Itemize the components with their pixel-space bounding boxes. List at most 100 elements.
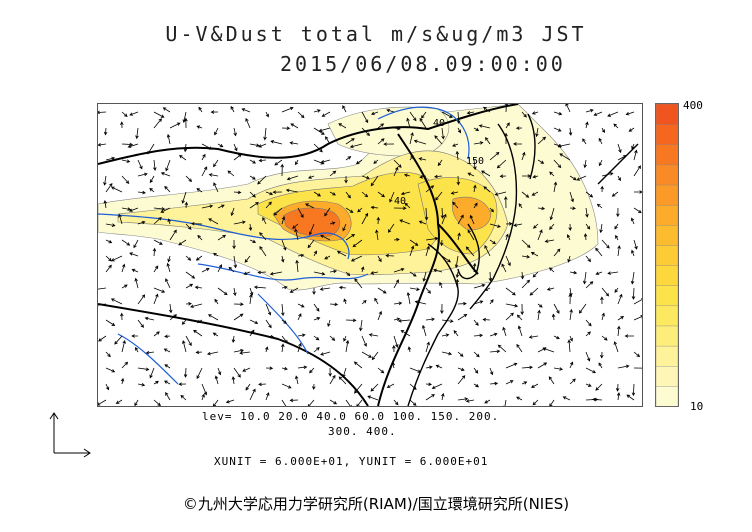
wind-arrow <box>248 223 253 232</box>
wind-arrow <box>598 362 603 369</box>
wind-arrow <box>185 335 192 347</box>
wind-arrow <box>280 255 285 263</box>
wind-arrow <box>329 399 338 405</box>
wind-arrow <box>473 283 486 289</box>
wind-arrow <box>542 347 555 353</box>
wind-arrow <box>385 253 395 258</box>
wind-arrow <box>281 319 287 324</box>
wind-arrow <box>164 185 171 193</box>
wind-arrow <box>265 334 275 339</box>
wind-arrow <box>513 223 523 227</box>
wind-arrow <box>160 172 171 177</box>
wind-arrow <box>258 158 267 163</box>
wind-arrow <box>212 332 219 337</box>
wind-arrow <box>505 312 514 321</box>
wind-arrow <box>180 394 187 401</box>
wind-arrow <box>473 367 479 374</box>
wind-arrow <box>441 333 450 337</box>
wind-arrow <box>521 239 531 249</box>
wind-arrow <box>469 214 475 225</box>
wind-arrow <box>297 207 304 218</box>
wind-arrow <box>496 159 507 169</box>
wind-arrow <box>245 383 251 391</box>
colorbar-segment <box>656 305 678 327</box>
wind-arrow <box>537 136 547 145</box>
wind-arrow <box>153 380 159 385</box>
wind-arrow <box>473 300 484 305</box>
wind-arrow <box>98 399 107 406</box>
wind-arrow <box>228 266 235 273</box>
wind-arrow <box>361 299 367 305</box>
wind-arrow <box>616 207 620 218</box>
wind-arrow <box>313 191 322 197</box>
wind-arrow <box>505 362 518 369</box>
wind-arrow <box>456 175 461 186</box>
wind-arrow <box>617 175 621 182</box>
wind-arrow <box>457 314 468 321</box>
wind-arrow <box>217 204 225 209</box>
wind-arrow <box>120 121 124 129</box>
wind-arrow <box>137 319 144 328</box>
wind-arrow <box>515 126 523 130</box>
wind-arrow <box>553 127 562 132</box>
wind-arrow <box>377 310 383 321</box>
wind-arrow <box>217 264 223 273</box>
wind-arrow <box>611 191 619 197</box>
wind-arrow <box>264 346 269 353</box>
wind-arrow <box>454 255 459 269</box>
wind-arrow <box>98 335 107 342</box>
wind-arrow <box>361 212 369 225</box>
wind-arrow <box>532 271 539 278</box>
wind-arrow <box>505 222 513 226</box>
wind-arrow <box>345 207 354 213</box>
wind-arrow <box>183 367 188 378</box>
dust-field <box>98 104 599 291</box>
wind-arrow <box>440 303 444 314</box>
wind-arrow <box>169 229 177 241</box>
wind-arrow <box>531 111 539 115</box>
wind-arrow <box>409 111 417 122</box>
dust-region-low-north <box>327 106 450 157</box>
wind-arrow <box>409 245 415 257</box>
wind-arrow <box>425 245 430 257</box>
wind-arrow <box>307 239 315 249</box>
wind-arrow <box>457 351 464 357</box>
wind-arrow <box>544 239 555 243</box>
wind-arrow <box>233 127 237 137</box>
wind-arrow <box>421 111 427 119</box>
wind-arrow <box>615 234 619 241</box>
wind-arrow <box>121 361 129 369</box>
colorbar-segment <box>656 224 678 246</box>
wind-arrow <box>217 143 224 148</box>
wind-arrow <box>409 399 417 406</box>
wind-arrow <box>313 317 321 321</box>
wind-arrow <box>249 293 253 305</box>
wind-arrow <box>457 127 461 134</box>
wind-arrow <box>601 239 610 249</box>
wind-arrow <box>297 342 302 353</box>
wind-arrow <box>569 361 574 369</box>
wind-arrow <box>338 376 347 385</box>
wind-arrow <box>393 206 407 211</box>
wind-arrow <box>153 265 159 273</box>
wind-arrow <box>265 201 272 209</box>
wind-arrow <box>201 383 208 396</box>
wind-arrow <box>549 399 555 406</box>
wind-arrow <box>160 207 171 213</box>
wind-arrow <box>131 268 139 273</box>
wind-arrow <box>456 111 461 124</box>
wind-arrow <box>441 213 447 225</box>
wind-arrow <box>213 182 219 193</box>
wind-arrow <box>419 117 427 129</box>
wind-arrow <box>569 335 573 342</box>
wind-arrow <box>133 239 139 249</box>
wind-arrow <box>338 123 347 129</box>
wind-arrow <box>214 127 219 136</box>
wind-arrow <box>489 381 499 386</box>
wind-arrow <box>537 159 545 164</box>
wind-arrow <box>193 329 203 337</box>
wind-arrow <box>457 232 461 241</box>
wind-arrow <box>377 287 387 294</box>
wind-arrow <box>633 297 642 305</box>
wind-arrow <box>121 142 134 147</box>
